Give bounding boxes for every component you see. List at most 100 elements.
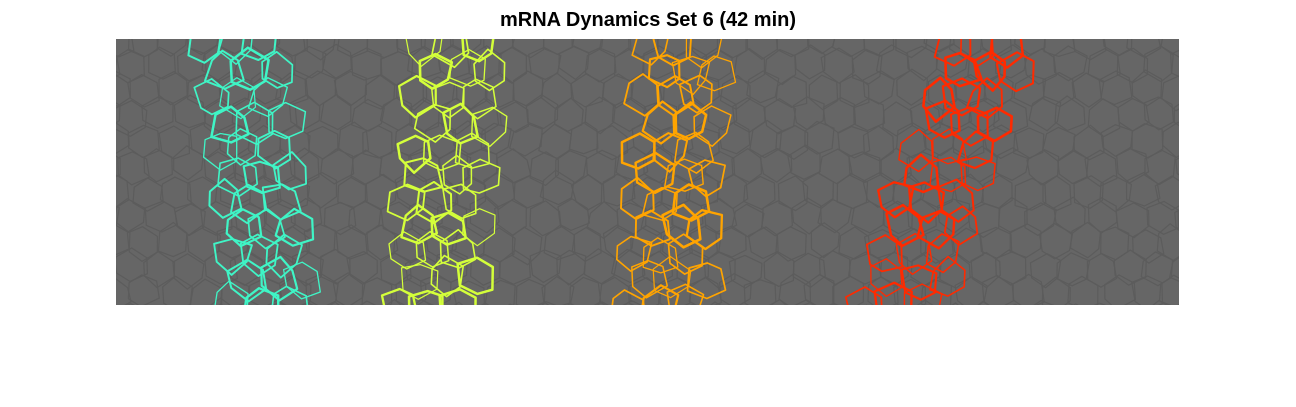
tissue-image — [116, 39, 1179, 305]
background-cell — [116, 174, 130, 209]
background-cell — [656, 39, 689, 61]
background-cell — [807, 39, 836, 55]
stripe-cell — [631, 39, 669, 66]
background-cell — [777, 175, 809, 212]
background-cell — [158, 70, 188, 106]
background-cell — [483, 39, 514, 56]
stripe-cell — [257, 129, 292, 170]
background-cell — [1160, 39, 1179, 58]
stripe-cell — [438, 288, 477, 305]
background-cell — [186, 176, 218, 212]
background-cell — [998, 196, 1028, 234]
background-cell — [1144, 149, 1176, 186]
stripe-cell — [674, 131, 714, 174]
background-cell — [366, 39, 399, 59]
background-cell — [952, 227, 984, 264]
stripe-cell — [844, 286, 883, 305]
background-cell — [1043, 39, 1076, 58]
background-cell — [848, 251, 883, 285]
background-cell — [968, 97, 1000, 133]
stripe-cell — [937, 178, 975, 223]
stripe-cell — [261, 50, 294, 89]
background-cell — [249, 39, 281, 56]
background-cell — [1140, 251, 1174, 287]
background-cell — [571, 39, 604, 54]
background-cell — [820, 47, 855, 85]
background-cell — [172, 253, 205, 290]
background-cell — [156, 39, 187, 57]
stripe-cell — [386, 183, 426, 222]
background-cell — [420, 274, 452, 305]
stripe-cell — [903, 283, 943, 305]
stripe-cell — [865, 234, 903, 273]
background-cell — [733, 47, 766, 84]
background-cell — [159, 176, 192, 209]
background-cell — [217, 122, 253, 159]
background-cell — [348, 200, 382, 236]
background-cell — [778, 272, 812, 305]
background-cell — [981, 275, 1015, 305]
stripe-cell — [941, 77, 982, 117]
background-cell — [336, 39, 369, 58]
stripe-cell — [929, 255, 966, 297]
background-cell — [775, 124, 809, 161]
stripe-cell — [202, 132, 238, 171]
background-cell — [1073, 175, 1104, 209]
background-cell — [995, 249, 1027, 286]
stripe-cell — [462, 208, 496, 247]
background-cell — [561, 302, 575, 305]
background-cell — [1086, 252, 1118, 288]
background-cell — [775, 39, 810, 58]
background-cell — [279, 276, 312, 305]
background-cell — [1131, 123, 1164, 159]
background-cell — [148, 46, 177, 80]
background-cell — [306, 171, 338, 209]
background-cell — [1072, 39, 1107, 61]
background-cell — [848, 151, 881, 184]
stripe-cell — [652, 255, 692, 299]
background-cell — [204, 249, 239, 285]
background-cell — [529, 151, 559, 187]
stripe-cell — [239, 233, 279, 278]
background-cell — [916, 299, 934, 305]
stripe-cell — [641, 284, 680, 305]
background-cell — [1113, 249, 1147, 286]
stripe-cell — [265, 233, 303, 279]
background-cell — [157, 221, 188, 258]
background-cell — [452, 280, 486, 305]
background-cell — [808, 74, 839, 111]
background-cell — [804, 120, 835, 155]
stripe-cell — [442, 154, 473, 195]
background-cell — [276, 175, 311, 211]
stripe-cell — [922, 76, 956, 123]
stripe-cell — [456, 256, 495, 296]
background-cell — [220, 279, 250, 305]
background-cell — [571, 226, 602, 263]
background-cell — [568, 121, 599, 155]
background-cell — [746, 39, 779, 61]
background-cell — [395, 273, 427, 305]
background-cell — [304, 70, 337, 107]
background-cell — [718, 120, 751, 155]
background-cell — [817, 198, 853, 234]
background-cell — [746, 70, 780, 104]
background-cell — [291, 250, 324, 287]
background-cell — [1041, 276, 1071, 305]
stripe-cell — [442, 183, 477, 220]
stripe-cell — [247, 208, 286, 250]
background-cell — [897, 228, 927, 263]
background-cell — [1052, 45, 1088, 82]
background-cell — [596, 125, 629, 161]
background-cell — [837, 125, 871, 159]
stripe-cell — [400, 264, 439, 300]
background-cell — [1143, 96, 1175, 131]
stripe-cell — [885, 203, 925, 248]
background-cell — [1024, 202, 1057, 237]
background-cell — [688, 276, 723, 305]
background-cell — [1131, 275, 1164, 305]
stripe-cell — [960, 156, 996, 192]
background-cell — [1028, 95, 1062, 132]
background-cell — [585, 149, 617, 185]
stripe-cell — [661, 203, 702, 249]
stripe-cell — [870, 258, 903, 298]
